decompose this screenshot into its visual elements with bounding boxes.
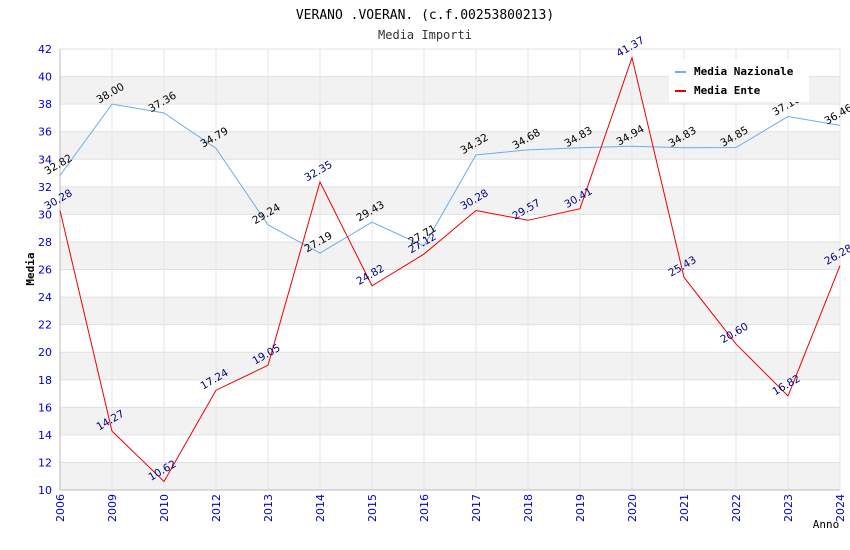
y-tick-label: 38 bbox=[38, 98, 52, 111]
x-tick-label: 2016 bbox=[418, 494, 431, 522]
y-tick-label: 16 bbox=[38, 401, 52, 414]
y-tick-label: 14 bbox=[38, 429, 52, 442]
plot-background bbox=[60, 49, 840, 490]
x-tick-label: 2012 bbox=[210, 494, 223, 522]
y-tick-label: 12 bbox=[38, 456, 52, 469]
x-tick-label: 2023 bbox=[782, 494, 795, 522]
y-tick-label: 10 bbox=[38, 484, 52, 497]
plot-band bbox=[60, 324, 840, 353]
x-tick-label: 2024 bbox=[834, 494, 847, 522]
x-tick-label: 2019 bbox=[574, 494, 587, 522]
x-tick-label: 2020 bbox=[626, 494, 639, 522]
grid-lines bbox=[59, 48, 841, 491]
x-tick-label: 2022 bbox=[730, 494, 743, 522]
x-tick-label: 2010 bbox=[158, 494, 171, 522]
plot-band bbox=[60, 407, 840, 435]
y-tick-label: 36 bbox=[38, 126, 52, 139]
y-tick-label: 34 bbox=[38, 153, 52, 166]
plot-band bbox=[60, 159, 840, 187]
y-tick-label: 42 bbox=[38, 43, 52, 56]
y-tick-label: 28 bbox=[38, 236, 52, 249]
x-tick-label: 2018 bbox=[522, 494, 535, 522]
chart-subtitle: Media Importi bbox=[378, 28, 472, 42]
plot-band bbox=[60, 131, 840, 160]
x-tick-label: 2017 bbox=[470, 494, 483, 522]
legend-label-nazionale: Media Nazionale bbox=[694, 65, 794, 78]
legend-box bbox=[669, 60, 809, 102]
axes bbox=[59, 49, 840, 491]
x-tick-label: 2021 bbox=[678, 494, 691, 522]
x-axis-label: Anno bbox=[813, 518, 840, 531]
x-tick-label: 2015 bbox=[366, 494, 379, 522]
plot-band bbox=[60, 352, 840, 380]
y-tick-label: 40 bbox=[38, 71, 52, 84]
legend-label-ente: Media Ente bbox=[694, 84, 761, 97]
y-tick-label: 24 bbox=[38, 291, 52, 304]
series-line-media-ente bbox=[59, 55, 841, 483]
y-tick-label: 18 bbox=[38, 374, 52, 387]
x-tick-label: 2006 bbox=[54, 494, 67, 522]
plot-band bbox=[60, 269, 840, 298]
plot-band bbox=[60, 379, 840, 408]
series-lines bbox=[59, 55, 841, 483]
y-tick-labels: 10 12 14 16 18 20 22 24 26 28 30 32 34 36 38 40 42 bbox=[38, 43, 52, 497]
y-axis-label: Media bbox=[24, 252, 37, 285]
series-line-media-nazionale bbox=[59, 103, 841, 254]
y-tick-label: 26 bbox=[38, 264, 52, 277]
plot-band bbox=[60, 297, 840, 325]
y-tick-label: 32 bbox=[38, 181, 52, 194]
x-tick-labels: 2006 2009 2010 2012 2013 2014 2015 2016 2017 2018… bbox=[54, 494, 847, 522]
y-tick-label: 22 bbox=[38, 319, 52, 332]
plot-band bbox=[60, 434, 840, 463]
legend: Media Nazionale Media Ente bbox=[669, 60, 809, 102]
plot-band bbox=[60, 214, 840, 242]
plot-band bbox=[60, 104, 840, 132]
plot-band bbox=[60, 462, 840, 490]
y-tick-label: 20 bbox=[38, 346, 52, 359]
x-tick-label: 2013 bbox=[262, 494, 275, 522]
y-tick-label: 30 bbox=[38, 208, 52, 221]
x-tick-label: 2009 bbox=[106, 494, 119, 522]
x-tick-label: 2014 bbox=[314, 494, 327, 522]
plot-band bbox=[60, 241, 840, 270]
chart-title: VERANO .VOERAN. (c.f.00253800213) bbox=[296, 8, 554, 23]
